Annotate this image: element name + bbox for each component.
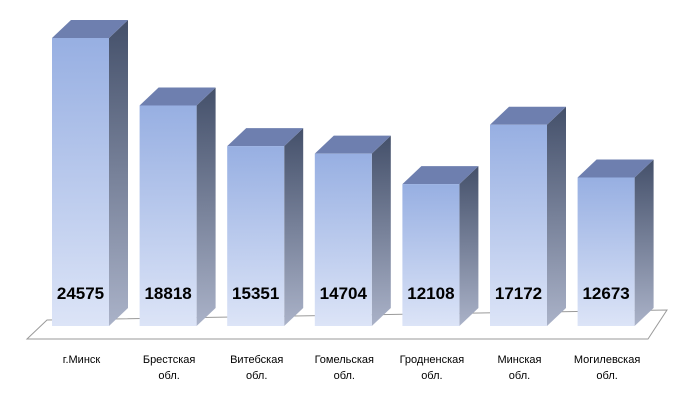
bar-front [577, 177, 635, 326]
bar-side [459, 166, 479, 326]
bar-value-label: 14704 [320, 284, 368, 303]
bar-value-label: 17172 [495, 284, 542, 303]
category-label: Гомельская обл. [315, 354, 374, 382]
bar-top [139, 87, 216, 106]
bar: 15351 [227, 128, 304, 326]
bar-front [139, 105, 197, 326]
bar-side [109, 20, 128, 326]
bar-value-label: 12108 [407, 284, 454, 303]
bar-value-label: 12673 [582, 284, 629, 303]
floor-outline [25, 309, 668, 340]
bar-front [227, 146, 285, 326]
category-label: Гродненская обл. [400, 354, 465, 382]
bar-top [490, 106, 566, 125]
category-label: Брестская обл. [143, 354, 196, 382]
bar: 14704 [314, 135, 391, 326]
bar-value-label: 24575 [57, 284, 104, 303]
category-label: Витебская обл. [230, 354, 283, 382]
category-label: г.Минск [63, 354, 101, 366]
bar: 18818 [139, 87, 216, 326]
bar-side [634, 159, 654, 326]
chart-floor [25, 309, 668, 340]
bar-front [402, 184, 460, 326]
bar-side [196, 87, 216, 326]
bar-value-label: 15351 [232, 284, 279, 303]
bar-top [314, 135, 391, 154]
bar-front [52, 38, 109, 326]
bar: 24575 [52, 20, 128, 326]
bars-group: 24575 18818 15351 14704 12108 17172 12673 [52, 20, 654, 326]
bar-top [577, 159, 654, 178]
bar-side [547, 106, 566, 326]
bar-top [227, 128, 304, 147]
bar-side [371, 135, 391, 326]
bar: 17172 [490, 106, 566, 326]
bar: 12673 [577, 159, 654, 326]
category-labels: г.Минск Брестская обл. Витебская обл. Гомельс… [63, 354, 641, 382]
category-label: Могилевская обл. [574, 354, 640, 382]
category-label: Минская обл. [497, 354, 541, 382]
bar-front [314, 153, 372, 326]
bar-front [490, 124, 547, 326]
bar-side [284, 128, 304, 326]
bar: 12108 [402, 166, 479, 326]
bar-top [52, 20, 128, 38]
bar-value-label: 18818 [144, 284, 191, 303]
bar-top [402, 166, 479, 185]
